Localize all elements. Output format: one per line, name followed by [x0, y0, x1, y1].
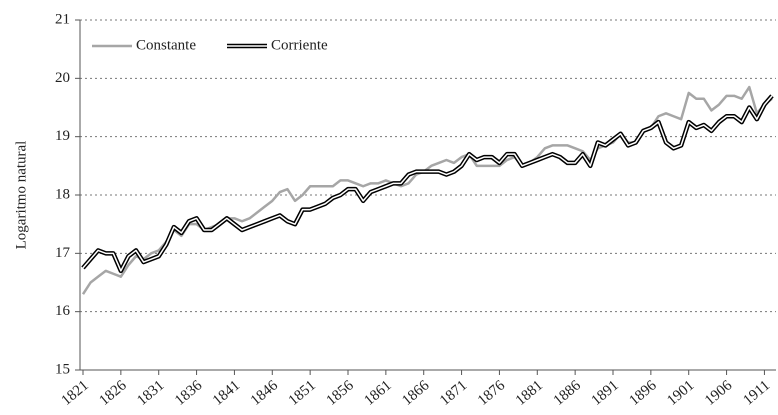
x-tick-label: 1891 — [589, 377, 622, 409]
y-tick-label: 19 — [55, 128, 70, 144]
x-tick-label: 1906 — [702, 377, 736, 409]
x-tick-label: 1831 — [134, 377, 167, 409]
y-tick-label: 21 — [55, 11, 70, 27]
x-tick-label: 1876 — [475, 377, 509, 409]
series-line-inner — [82, 95, 773, 272]
legend-label: Corriente — [271, 37, 328, 53]
x-tick-label: 1861 — [361, 377, 394, 409]
series-line — [81, 85, 773, 295]
x-tick-label: 1851 — [286, 377, 319, 409]
series-line — [81, 94, 774, 274]
x-tick-label: 1896 — [626, 377, 660, 409]
y-axis-label: Logaritmo natural — [13, 141, 29, 250]
y-tick-label: 20 — [55, 70, 70, 86]
y-tick-label: 17 — [55, 245, 71, 261]
x-tick-label: 1881 — [513, 377, 546, 409]
x-tick-label: 1836 — [172, 377, 206, 409]
x-tick-label: 1846 — [248, 377, 282, 409]
x-tick-label: 1871 — [437, 377, 470, 409]
x-tick-label: 1886 — [551, 377, 585, 409]
x-tick-label: 1826 — [96, 377, 130, 409]
y-tick-label: 15 — [55, 361, 70, 377]
y-tick-label: 16 — [55, 303, 71, 319]
x-tick-label: 1856 — [324, 377, 358, 409]
x-tick-label: 1911 — [740, 377, 773, 408]
x-tick-label: 1821 — [59, 377, 92, 409]
x-tick-label: 1841 — [210, 377, 243, 409]
y-tick-label: 18 — [55, 186, 70, 202]
x-tick-label: 1901 — [664, 377, 697, 409]
x-tick-label: 1866 — [399, 377, 433, 409]
legend-label: Constante — [136, 37, 196, 53]
